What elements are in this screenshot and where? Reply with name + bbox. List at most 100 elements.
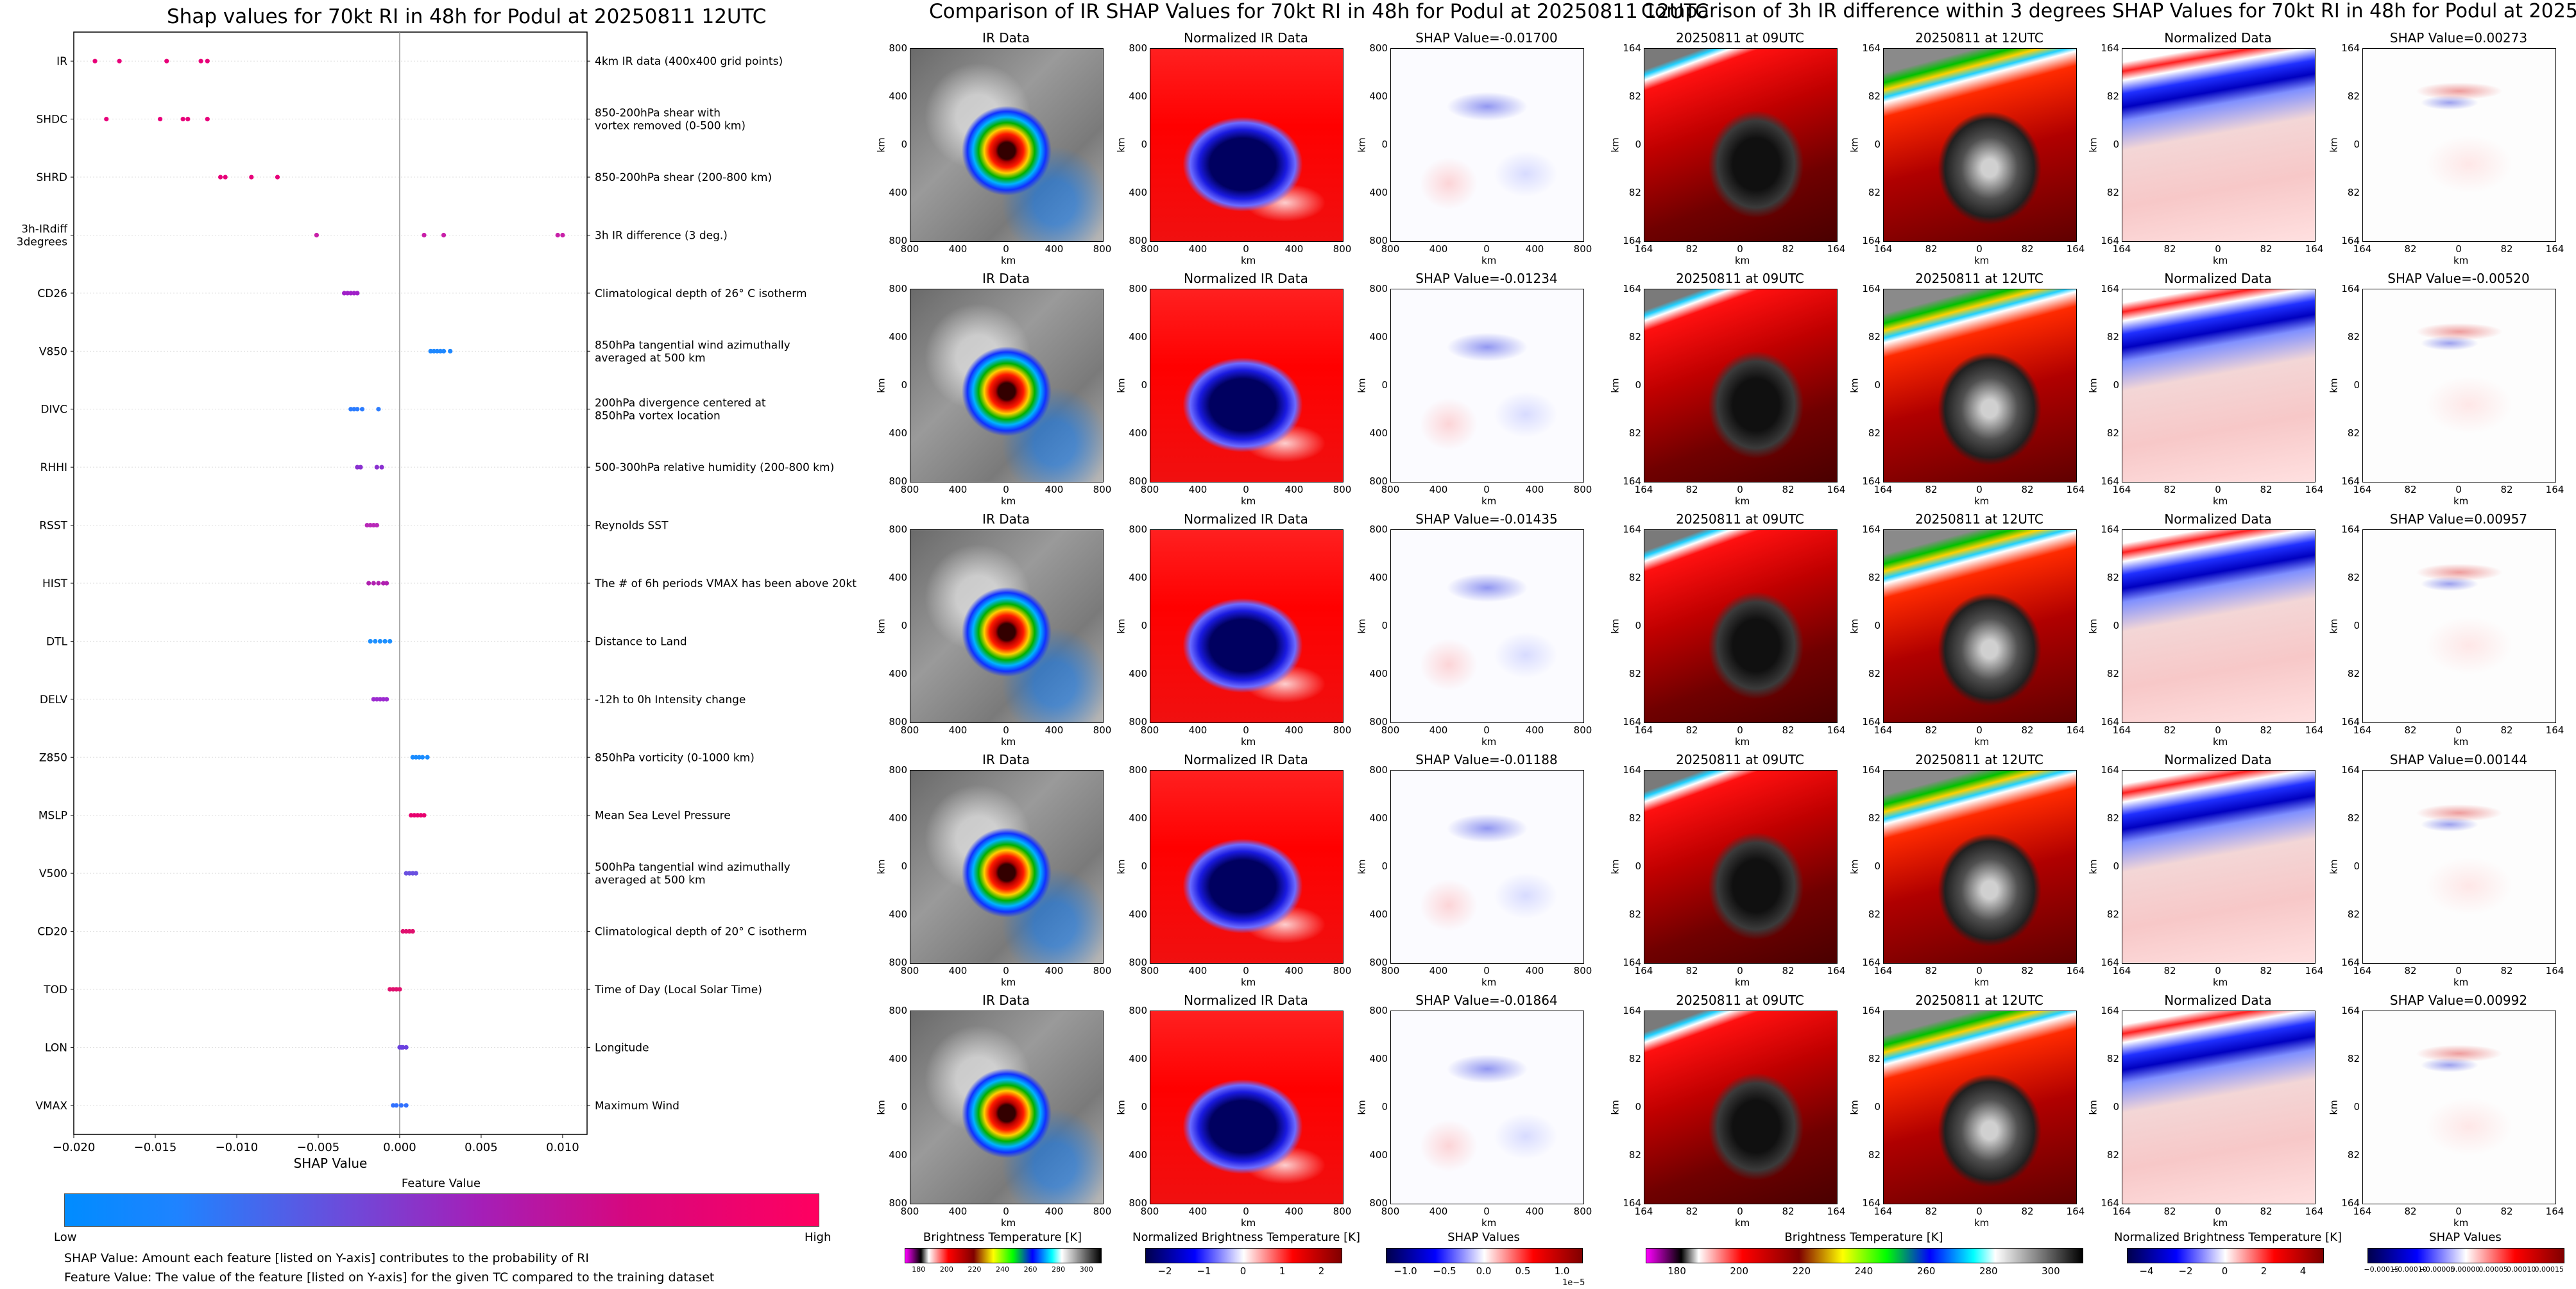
x-tick-label: 164: [1827, 1206, 1846, 1217]
x-axis-label: km: [1974, 736, 1990, 747]
heatmap-panel: 20250811 at 09UTC 164 164 82 82 0 0 82 82 164 164 k…: [1610, 752, 1849, 996]
shap-point: [185, 117, 191, 122]
y-tick-label: 82: [2106, 1053, 2119, 1064]
y-axis-label: km: [1848, 137, 1861, 153]
feature-desc-label: Reynolds SST: [595, 520, 669, 533]
shap-point: [364, 522, 370, 528]
x-axis-label: km: [1735, 736, 1750, 747]
colorbar-tick-label: 0.00015: [2534, 1265, 2564, 1274]
x-tick-label: 0: [1483, 965, 1490, 977]
heatmap-panel: 20250811 at 09UTC 164 164 82 82 0 0 82 82 164 164 k…: [1610, 271, 1849, 515]
x-tick-label: 164: [1827, 484, 1846, 495]
shap-point: [358, 465, 363, 470]
y-axis-label: km: [1848, 378, 1861, 393]
panel-title: IR Data: [982, 752, 1030, 767]
feature-name-label: V500: [39, 867, 67, 880]
x-tick-label: 0: [1737, 724, 1743, 736]
x-tick-label: 82: [2021, 1206, 2034, 1217]
heatmap-panel: SHAP Value=-0.01700 800 800 400 400 0 0 400 400 8…: [1356, 30, 1596, 274]
y-tick-label: 164: [2341, 475, 2360, 487]
x-axis-label: km: [2213, 977, 2228, 988]
x-tick-label: 82: [2404, 965, 2417, 977]
y-tick-label: 82: [2347, 331, 2360, 343]
panel-title: 20250811 at 09UTC: [1676, 993, 1804, 1008]
x-tick-label: 800: [900, 243, 919, 255]
x-tick-label: 800: [1093, 965, 1112, 977]
x-tick-label: 164: [2066, 243, 2085, 255]
panel-title: SHAP Value=-0.01234: [1415, 271, 1558, 286]
d09-image: [1644, 529, 1838, 723]
y-tick-label: 164: [2101, 235, 2119, 246]
y-tick-label: 400: [889, 1053, 907, 1064]
x-tick-label: 164: [2066, 724, 2085, 736]
y-tick-label: 400: [889, 909, 907, 920]
y-tick-label: 800: [889, 42, 907, 54]
panel-title: IR Data: [982, 30, 1030, 46]
norm-image: [1150, 289, 1343, 482]
shap-beeswarm-chart: IR 4km IR data (400x400 grid points) SHDC 8…: [17, 31, 857, 1171]
y-axis-label: km: [875, 619, 887, 634]
panel-title: Normalized Data: [2164, 271, 2272, 286]
y-axis-label: km: [1356, 137, 1368, 153]
y-tick-label: 82: [2347, 1053, 2360, 1064]
x-tick-label: 800: [1333, 724, 1352, 736]
feature-desc-label: 200hPa divergence centered at: [595, 397, 766, 410]
y-tick-label: 82: [1628, 572, 1641, 583]
y-tick-label: 400: [1129, 90, 1147, 102]
y-tick-label: 82: [1868, 187, 1881, 198]
shap-point: [275, 175, 280, 180]
heatmap-panel: SHAP Value=0.00992 164 164 82 82 0 0 82 82 164 164…: [2328, 993, 2568, 1236]
colorbar-tick-label: 2: [1318, 1265, 1325, 1277]
shap-value-note: SHAP Value: Amount each feature [listed …: [64, 1251, 589, 1265]
feature-desc-label: Climatological depth of 26° C isotherm: [595, 287, 807, 300]
y-tick-label: 82: [1628, 1149, 1641, 1161]
colorbar-tick-label: 260: [1023, 1265, 1037, 1274]
x-tick-label: 164: [1873, 724, 1893, 736]
feature-name-label: CD26: [37, 287, 67, 300]
shap-point: [104, 117, 109, 122]
shap-point: [314, 232, 320, 238]
y-tick-label: 400: [1369, 331, 1388, 343]
y-tick-label: 82: [2106, 1149, 2119, 1161]
heatmap-panel: Normalized IR Data 800 800 400 400 0 0 400 400 80…: [1116, 511, 1355, 755]
colorbar-tick-label: 260: [1916, 1265, 1936, 1277]
shap-point: [431, 348, 436, 354]
x-tick-label: 400: [1045, 965, 1064, 977]
x-tick-label: 0: [1483, 243, 1490, 255]
y-tick-label: 0: [1874, 379, 1881, 391]
panel-title: SHAP Value=0.00957: [2389, 511, 2528, 527]
colorbar-tick-label: −4: [2139, 1265, 2154, 1277]
diff-section-title: Comparison of 3h IR difference within 3 …: [1641, 0, 2576, 22]
y-axis-label: km: [2087, 859, 2099, 875]
x-tick-label: 164: [2353, 965, 2372, 977]
x-tick-label: 0: [1976, 243, 1983, 255]
y-axis-label: km: [875, 1100, 887, 1115]
x-tick-label: −0.005: [297, 1141, 340, 1154]
y-tick-label: 164: [1862, 42, 1881, 54]
shap-point: [441, 348, 447, 354]
feature-name-label: CD20: [37, 926, 67, 939]
y-tick-label: 800: [1369, 524, 1388, 535]
y-axis-label: km: [1848, 619, 1861, 634]
heatmap-panel: Normalized IR Data 800 800 400 400 0 0 400 400 80…: [1116, 993, 1355, 1236]
shap-point: [398, 1103, 404, 1108]
diff-shap-colorbar: [2367, 1248, 2564, 1263]
x-tick-label: 82: [2500, 1206, 2513, 1217]
shap-point: [384, 697, 389, 702]
x-tick-label: 164: [2305, 484, 2324, 495]
x-tick-label: 400: [1188, 724, 1207, 736]
y-tick-label: 164: [2341, 1197, 2360, 1209]
y-tick-label: 400: [1129, 187, 1147, 198]
x-tick-label: 82: [2260, 484, 2273, 495]
y-tick-label: 800: [889, 235, 907, 246]
colorbar-tick-label: 280: [1979, 1265, 1998, 1277]
y-tick-label: 164: [2341, 764, 2360, 776]
y-tick-label: 800: [1369, 235, 1388, 246]
x-axis-label: km: [1241, 977, 1256, 988]
ir-normalized-colorbar: [1145, 1248, 1342, 1263]
shap-point: [377, 697, 383, 702]
y-tick-label: 0: [901, 620, 907, 631]
y-tick-label: 0: [901, 860, 907, 872]
x-tick-label: 164: [2066, 965, 2085, 977]
y-tick-label: 0: [1635, 1101, 1641, 1113]
